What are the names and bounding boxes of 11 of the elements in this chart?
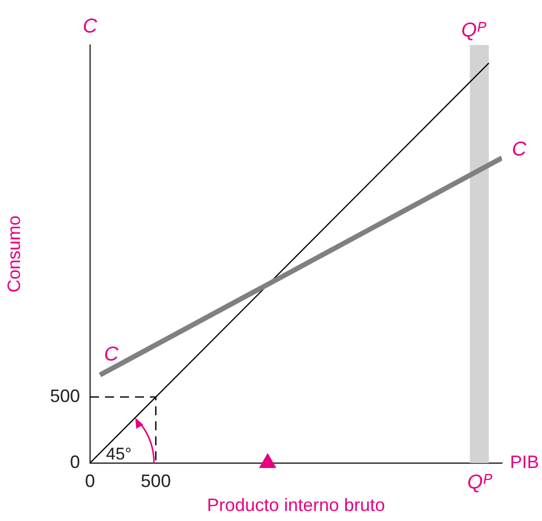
text: C bbox=[512, 138, 526, 161]
series-label: C bbox=[104, 344, 120, 366]
band-label: Qᴾ bbox=[461, 20, 487, 42]
x-tick-label: 0 bbox=[84, 470, 96, 491]
text: PIB bbox=[510, 452, 540, 472]
x-tick-label: Qᴾ bbox=[467, 472, 493, 494]
text: C bbox=[82, 16, 98, 38]
x-axis-title: Producto interno bruto bbox=[206, 495, 386, 516]
x-tick-label: 500 bbox=[140, 470, 171, 491]
y-axis-title: Consumo bbox=[4, 215, 24, 293]
annotation: 45° bbox=[106, 444, 132, 464]
